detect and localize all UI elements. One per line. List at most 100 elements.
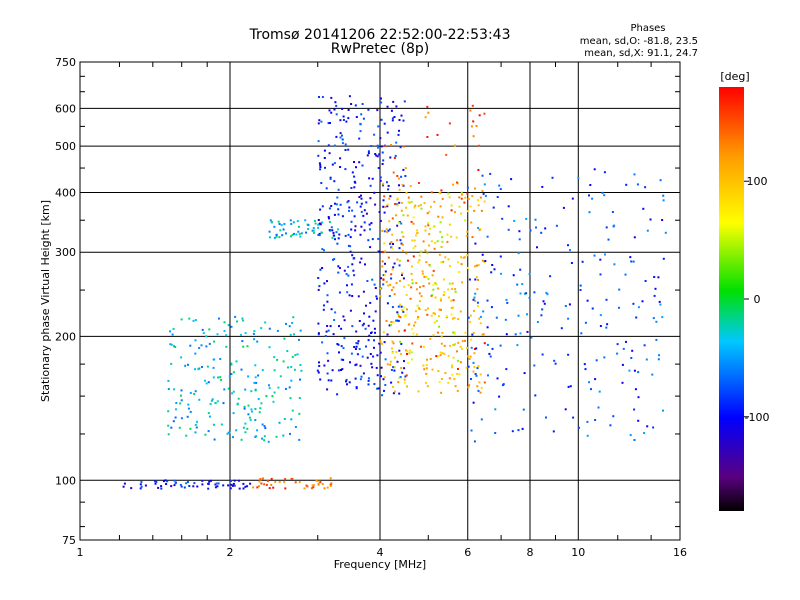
data-point [196,485,199,488]
data-point [387,188,390,191]
data-point [471,195,474,197]
chart-title: Tromsø 20141206 22:52:00-22:53:43 [249,27,511,43]
data-point [432,269,435,272]
data-point [534,218,537,221]
data-point [541,353,544,356]
data-point [398,184,400,187]
data-point [353,175,356,178]
data-point [398,188,401,191]
data-point [194,390,197,393]
data-point [324,166,326,169]
data-point [329,483,332,486]
data-point [475,276,478,279]
data-point [317,482,320,485]
data-point [618,288,621,291]
data-point [248,416,251,419]
data-point [438,325,441,328]
data-point [244,485,247,488]
data-point [389,360,392,363]
data-point [662,199,665,202]
data-point [275,235,278,238]
data-point [311,484,314,487]
data-point [187,363,189,366]
data-point [376,155,379,158]
data-point [445,315,448,317]
data-point [499,188,502,191]
data-point [616,343,619,346]
data-point [426,252,429,255]
data-point [330,111,333,114]
data-point [397,315,400,318]
data-point [605,326,608,329]
data-point [345,380,347,383]
data-point [336,242,339,245]
data-point [378,153,381,156]
data-point [328,207,331,210]
data-point [253,330,256,333]
data-point [240,333,242,336]
data-point [403,378,406,381]
data-point [230,483,233,486]
data-point [232,390,235,393]
data-point [344,143,347,146]
data-point [383,341,386,344]
data-point [382,199,385,202]
data-point [188,485,191,487]
data-point [361,103,364,105]
data-point [392,171,395,174]
data-point [479,322,482,325]
data-point [459,310,462,313]
data-point [644,280,647,282]
data-point [474,242,477,245]
data-point [391,233,394,236]
data-point [456,389,459,392]
data-point [298,438,301,441]
data-point [458,373,461,376]
data-point [361,164,364,167]
data-point [384,358,387,361]
data-point [399,340,402,343]
data-point [652,317,655,320]
data-point [483,200,486,203]
data-point [205,345,208,348]
data-point [424,225,427,228]
data-point [256,429,259,432]
data-point [332,231,335,234]
data-point [441,331,444,334]
data-point [219,358,222,360]
data-point [317,322,320,325]
data-point [282,434,285,437]
data-point [637,371,640,374]
data-point [173,345,176,348]
data-point [428,233,431,236]
data-point [140,480,143,483]
data-point [500,272,502,275]
data-point [328,152,331,155]
data-point [230,362,233,365]
data-point [398,177,400,180]
data-point [390,381,393,384]
data-point [407,196,410,199]
data-point [385,319,388,322]
data-point [475,125,478,127]
data-point [367,324,370,327]
data-point [378,342,381,345]
data-point [359,205,362,208]
data-point [233,479,236,482]
data-point [590,388,592,391]
data-point [400,352,402,355]
data-point [432,226,435,228]
data-point [354,104,357,107]
data-point [594,378,597,381]
data-point [418,259,421,262]
phase-info-x-mode: mean, sd,X: 91.1, 24.7 [584,48,698,59]
data-point [184,364,187,367]
data-point [334,101,337,104]
data-point [584,368,587,371]
data-point [381,229,384,232]
data-point [289,219,292,222]
data-point [474,299,477,302]
data-point [412,222,415,225]
data-point [217,376,219,379]
data-point [315,479,318,482]
